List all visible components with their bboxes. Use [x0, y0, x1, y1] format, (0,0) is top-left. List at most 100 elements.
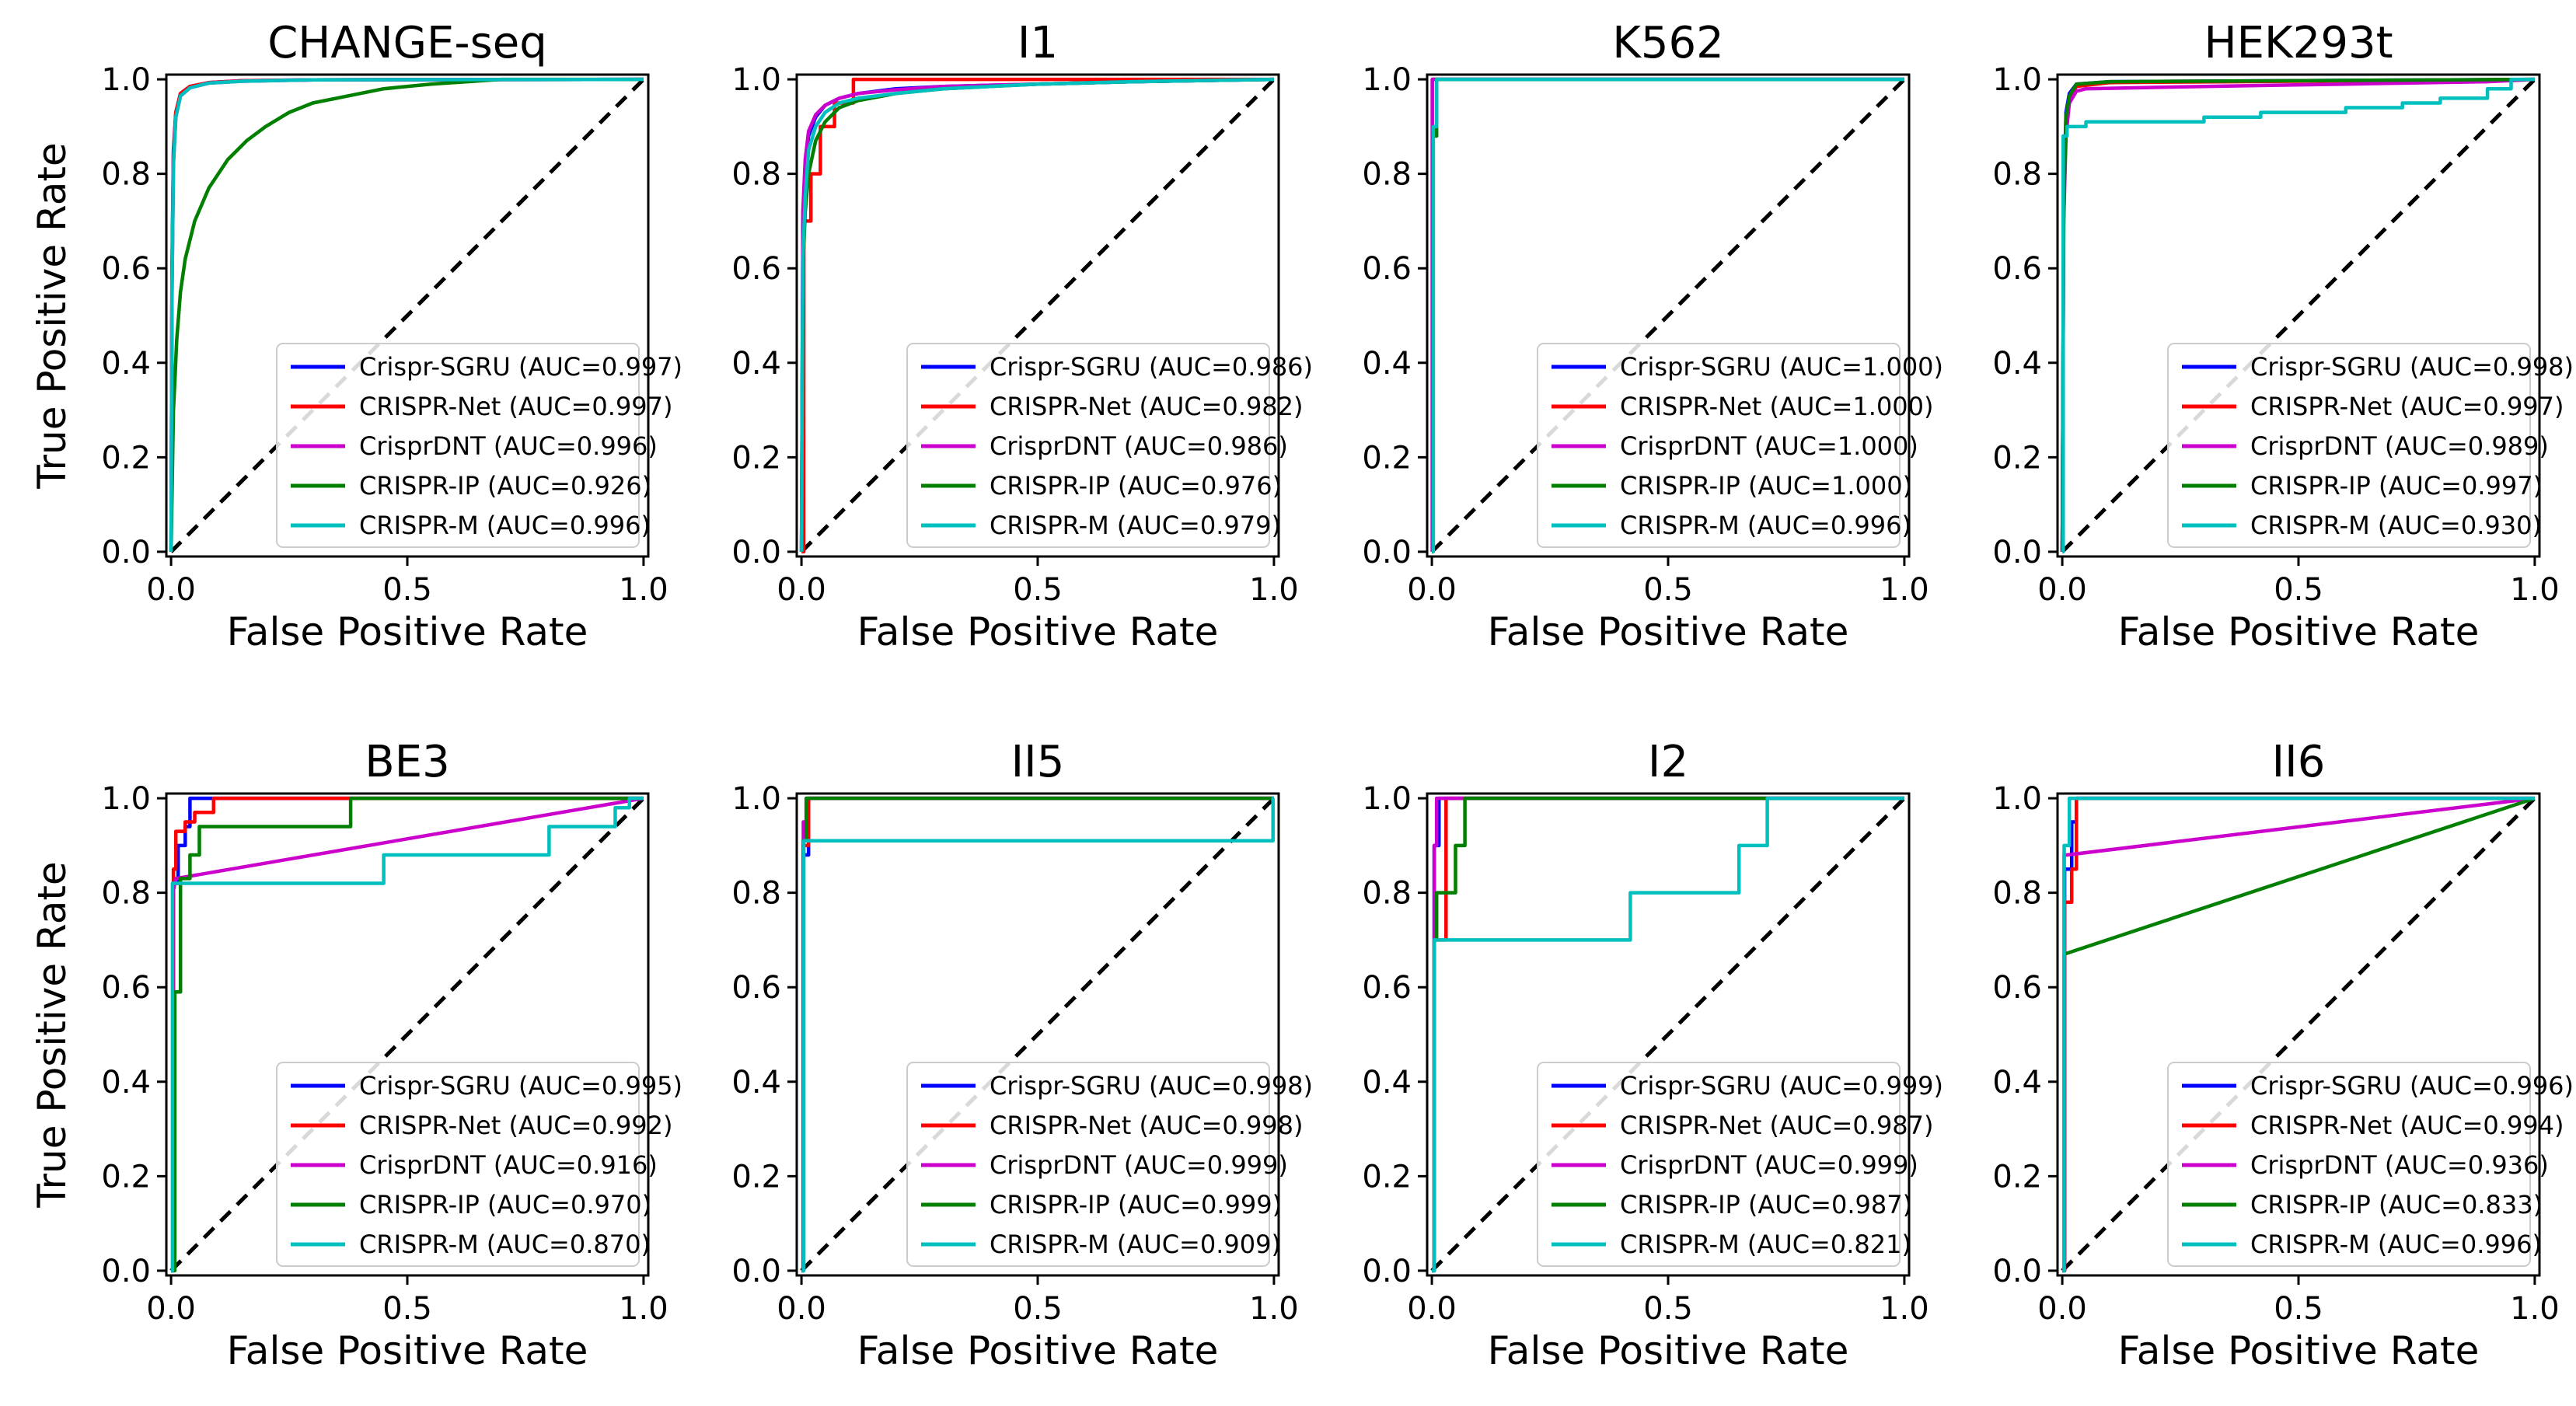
x-tick-label: 0.0	[1407, 1291, 1457, 1327]
y-tick-label: 0.8	[731, 157, 781, 193]
legend-entry-label: Crispr-SGRU (AUC=0.996)	[2250, 1071, 2574, 1101]
legend-entry-label: CRISPR-Net (AUC=0.994)	[2250, 1111, 2564, 1140]
y-tick-label: 0.6	[1362, 970, 1412, 1006]
legend-box	[1537, 343, 1901, 548]
y-tick-label: 0.8	[1362, 157, 1412, 193]
legend-entry-label: CRISPR-IP (AUC=0.997)	[2250, 471, 2543, 501]
y-tick-label: 0.2	[731, 1159, 781, 1195]
legend: Crispr-SGRU (AUC=0.999) CRISPR-Net (AUC=0…	[1537, 1062, 1943, 1267]
y-tick-label: 1.0	[1992, 781, 2042, 817]
x-axis-label: False Positive Rate	[227, 609, 588, 654]
x-tick-label: 1.0	[619, 1291, 668, 1327]
x-tick-label: 1.0	[619, 572, 668, 608]
y-tick-label: 1.0	[1362, 781, 1412, 817]
subplot-2: I1 0.0 0.2 0.4 0.6 0.8 1.0 0.0 0.5 1.0 False Posit…	[731, 18, 1313, 654]
legend-entry-label: Crispr-SGRU (AUC=0.997)	[359, 352, 682, 382]
chance-diagonal-line	[800, 797, 1276, 1272]
legend-entry-label: CRISPR-Net (AUC=0.997)	[2250, 392, 2564, 421]
legend-entry-label: Crispr-SGRU (AUC=0.995)	[359, 1071, 682, 1101]
legend-entry-label: CRISPR-Net (AUC=0.992)	[359, 1111, 673, 1140]
y-tick-label: 0.4	[101, 1065, 151, 1101]
legend: Crispr-SGRU (AUC=0.998) CRISPR-Net (AUC=0…	[2167, 343, 2574, 548]
x-axis-label: False Positive Rate	[227, 1328, 588, 1373]
roc-curve-crispr-m	[2061, 77, 2535, 554]
y-tick-label: 0.8	[1992, 876, 2042, 912]
subplot-title: I2	[1648, 737, 1688, 787]
y-tick-label: 0.0	[731, 535, 781, 570]
x-tick-label: 0.0	[777, 1291, 826, 1327]
y-tick-label: 0.2	[101, 440, 151, 476]
legend-entry-label: CRISPR-IP (AUC=1.000)	[1620, 471, 1912, 501]
y-tick-label: 0.6	[731, 970, 781, 1006]
subplot-8: II6 0.0 0.2 0.4 0.6 0.8 1.0 0.0 0.5 1.0 False Posi…	[1992, 737, 2574, 1373]
y-tick-label: 0.0	[101, 1254, 151, 1289]
y-axis-label: True Positive Rate	[30, 861, 75, 1208]
chance-diagonal-line	[1430, 797, 1906, 1272]
y-tick-label: 0.4	[731, 346, 781, 382]
x-tick-label: 0.0	[2037, 572, 2087, 608]
legend-entry-label: Crispr-SGRU (AUC=0.998)	[990, 1071, 1313, 1101]
y-tick-label: 0.0	[731, 1254, 781, 1289]
y-tick-label: 0.8	[101, 876, 151, 912]
legend-entry-label: CrisprDNT (AUC=0.936)	[2250, 1150, 2549, 1180]
legend-entry-label: CRISPR-M (AUC=0.909)	[990, 1230, 1281, 1259]
roc-curve-crispr-m	[799, 77, 1274, 552]
legend-box	[276, 1062, 640, 1267]
legend-entry-label: CRISPR-Net (AUC=0.982)	[990, 392, 1304, 421]
y-tick-label: 0.0	[101, 535, 151, 570]
x-axis-label: False Positive Rate	[1488, 1328, 1849, 1373]
x-tick-label: 1.0	[1249, 572, 1299, 608]
y-tick-label: 0.4	[1992, 1065, 2042, 1101]
x-tick-label: 1.0	[1880, 1291, 1929, 1327]
y-tick-label: 0.6	[1992, 970, 2042, 1006]
legend-entry-label: CRISPR-M (AUC=0.996)	[2250, 1230, 2542, 1259]
y-tick-label: 0.8	[731, 876, 781, 912]
subplot-title: I1	[1017, 18, 1058, 68]
x-tick-label: 0.5	[2274, 572, 2323, 608]
legend-entry-label: CrisprDNT (AUC=0.989)	[2250, 431, 2549, 461]
legend-box	[276, 343, 640, 548]
chance-diagonal-line	[2061, 78, 2536, 553]
legend: Crispr-SGRU (AUC=0.986) CRISPR-Net (AUC=0…	[906, 343, 1313, 548]
legend-entry-label: CRISPR-IP (AUC=0.926)	[359, 471, 651, 501]
legend-entry-label: CRISPR-M (AUC=0.930)	[2250, 511, 2542, 540]
x-tick-label: 0.0	[777, 572, 826, 608]
legend-entry-label: Crispr-SGRU (AUC=0.986)	[990, 352, 1313, 382]
legend-entry-label: CRISPR-IP (AUC=0.976)	[990, 471, 1282, 501]
y-tick-label: 0.0	[1992, 535, 2042, 570]
legend: Crispr-SGRU (AUC=0.995) CRISPR-Net (AUC=0…	[276, 1062, 682, 1267]
legend-entry-label: CRISPR-Net (AUC=0.997)	[359, 392, 673, 421]
legend-entry-label: CRISPR-IP (AUC=0.987)	[1620, 1190, 1912, 1219]
legend-box	[906, 1062, 1270, 1267]
y-tick-label: 1.0	[731, 62, 781, 98]
legend-entry-label: CRISPR-IP (AUC=0.999)	[990, 1190, 1282, 1219]
subplot-title: CHANGE-seq	[267, 18, 547, 68]
y-tick-label: 0.4	[1362, 1065, 1412, 1101]
subplot-title: II6	[2272, 737, 2326, 787]
y-tick-label: 0.2	[1362, 1159, 1412, 1195]
subplot-title: BE3	[365, 737, 449, 787]
legend-box	[1537, 1062, 1901, 1267]
legend-entry-label: CrisprDNT (AUC=0.999)	[1620, 1150, 1918, 1180]
x-axis-label: False Positive Rate	[857, 609, 1219, 654]
subplot-4: HEK293t 0.0 0.2 0.4 0.6 0.8 1.0 0.0 0.5 1.0 False …	[1992, 18, 2574, 654]
y-tick-label: 0.6	[101, 251, 151, 287]
y-tick-label: 1.0	[1362, 62, 1412, 98]
y-tick-label: 0.2	[731, 440, 781, 476]
x-tick-label: 0.5	[1013, 572, 1063, 608]
subplot-7: I2 0.0 0.2 0.4 0.6 0.8 1.0 0.0 0.5 1.0 False Posit…	[1362, 737, 1943, 1373]
roc-curve-crispr-m	[1432, 796, 1904, 1273]
legend-box	[2167, 343, 2531, 548]
subplot-6: II5 0.0 0.2 0.4 0.6 0.8 1.0 0.0 0.5 1.0 False Posi…	[731, 737, 1313, 1373]
x-tick-label: 1.0	[1880, 572, 1929, 608]
roc-curve-crispr-m	[801, 796, 1275, 1273]
y-tick-label: 0.6	[101, 970, 151, 1006]
subplot-title: HEK293t	[2204, 18, 2393, 68]
legend-entry-label: CrisprDNT (AUC=0.996)	[359, 431, 658, 461]
x-axis-label: False Positive Rate	[857, 1328, 1219, 1373]
subplot-1: CHANGE-seq 0.0 0.2 0.4 0.6 0.8 1.0 0.0 0.5 1.0 Fal…	[30, 18, 682, 654]
legend-entry-label: CrisprDNT (AUC=0.916)	[359, 1150, 658, 1180]
chance-diagonal-line	[1430, 78, 1906, 553]
y-tick-label: 0.4	[731, 1065, 781, 1101]
